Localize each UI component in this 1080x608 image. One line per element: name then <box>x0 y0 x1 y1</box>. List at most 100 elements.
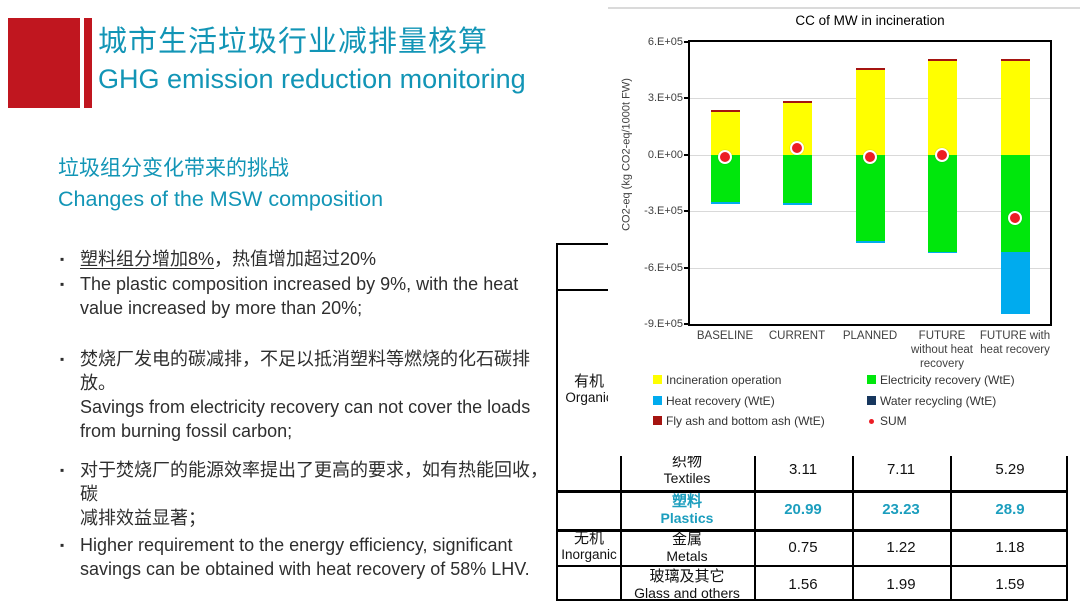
textiles-value-1: 3.11 <box>788 461 818 478</box>
y-tick-mark <box>684 41 690 43</box>
bar-segment <box>855 68 885 71</box>
section-subtitle: 垃圾组分变化带来的挑战 Changes of the MSW compositi… <box>58 153 383 214</box>
section-subtitle-zh: 垃圾组分变化带来的挑战 <box>58 157 289 180</box>
gridline <box>690 267 1050 269</box>
plastics-value-2: 23.23 <box>882 501 920 518</box>
bar-segment <box>927 58 957 61</box>
bullet-text: 焚烧厂发电的碳减排，不足以抵消塑料等燃烧的化石碳排放。 Savings from… <box>80 349 531 441</box>
y-tick-mark <box>684 266 690 269</box>
y-tick-mark <box>684 153 690 156</box>
x-axis-label: BASELINE <box>696 330 754 342</box>
bar-segment <box>710 201 740 204</box>
row-glass-label: 玻璃及其它 Glass and others <box>620 565 754 603</box>
sum-point <box>935 147 949 162</box>
textiles-en: Textiles <box>663 470 711 486</box>
bullet-marker: ▪ <box>60 538 65 552</box>
bullet-plastic-zh: ▪ 塑料组分增加8%，热值增加超过20% <box>58 247 563 271</box>
page-title-zh: 城市生活垃圾行业减排量核算 <box>98 26 489 58</box>
row-textiles-label: 织物 Textiles <box>620 449 754 490</box>
textiles-value-3: 5.29 <box>995 461 1025 478</box>
legend-color-swatch <box>867 396 876 405</box>
metals-en: Metals <box>666 547 708 564</box>
metals-value-2: 1.22 <box>886 538 916 556</box>
bullet-text: The plastic composition increased by 9%,… <box>80 274 519 318</box>
bar-segment <box>1000 251 1030 314</box>
y-tick-label: -6.E+05 <box>644 261 683 274</box>
glass-zh: 玻璃及其它 <box>649 567 725 585</box>
legend-label: Fly ash and bottom ash (WtE) <box>666 414 825 428</box>
textiles-value-2: 7.11 <box>886 461 916 478</box>
sum-point <box>863 149 877 164</box>
x-axis-label: CURRENT <box>768 330 826 342</box>
bullet-list: ▪ 塑料组分增加8%，热值增加超过20% ▪ The plastic composi… <box>58 247 563 581</box>
y-tick-label: 6.E+05 <box>647 36 683 48</box>
legend-item: Incineration operation <box>653 373 781 387</box>
group-cell-organic: 有机 Organic <box>558 289 620 490</box>
textiles-zh: 织物 <box>671 453 702 470</box>
bullet-marker: ▪ <box>60 252 65 266</box>
row-metals-label: 金属 Metals <box>620 529 754 565</box>
legend-color-swatch <box>867 375 876 384</box>
plastics-value-3: 28.9 <box>995 501 1025 518</box>
bullet-rest-text: ，热值增加超过20% <box>214 249 377 269</box>
legend-item: Fly ash and bottom ash (WtE) <box>653 414 825 428</box>
legend-item: Electricity recovery (WtE) <box>867 373 1015 387</box>
glass-value-1: 1.56 <box>788 575 818 593</box>
legend-item: Heat recovery (WtE) <box>653 394 775 408</box>
y-tick-label: 0.E+00 <box>647 148 683 161</box>
table-row-divider <box>558 490 1066 493</box>
metals-zh: 金属 <box>671 530 702 548</box>
legend-label: Heat recovery (WtE) <box>666 394 775 408</box>
bullet-marker: ▪ <box>60 352 65 366</box>
row-plastics-label: 塑料 Plastics <box>620 490 754 529</box>
bullet-plastic-en: ▪ The plastic composition increased by 9%… <box>58 272 563 320</box>
legend-item: Water recycling (WtE) <box>867 394 996 408</box>
legend-label: Incineration operation <box>666 373 782 387</box>
legend-label: Water recycling (WtE) <box>880 394 997 408</box>
bullet-marker: ▪ <box>60 463 65 477</box>
group-inorganic-en: Inorganic <box>561 547 617 562</box>
y-tick-mark <box>684 97 690 100</box>
chart-plot-area <box>690 42 1050 324</box>
group-inorganic-zh: 无机 <box>573 530 604 547</box>
legend-color-swatch <box>653 396 662 405</box>
metals-value-3: 1.18 <box>995 538 1025 556</box>
legend-color-swatch <box>653 375 662 384</box>
bar-segment <box>710 109 740 112</box>
table-row-divider <box>558 565 1066 567</box>
bar-segment <box>927 154 957 252</box>
group-cell-inorganic: 无机 Inorganic <box>558 490 620 603</box>
sum-point <box>718 149 732 164</box>
legend-color-swatch <box>653 416 662 425</box>
y-tick-label: -9.E+05 <box>644 318 683 330</box>
legend-item: SUM <box>867 414 907 428</box>
bullet-text: Higher requirement to the energy efficie… <box>80 535 530 579</box>
bar-segment <box>1000 154 1030 252</box>
x-axis-label: PLANNED <box>842 330 898 342</box>
bullet-electricity: ▪ 焚烧厂发电的碳减排，不足以抵消塑料等燃烧的化石碳排放。 Savings fro… <box>58 347 563 443</box>
sum-point <box>790 141 804 156</box>
bullet-text: 对于焚烧厂的能源效率提出了更高的要求，如有热能回收，碳 减排效益显著； <box>80 460 548 528</box>
y-tick-label: 3.E+05 <box>647 92 683 105</box>
y-tick-label: -3.E+05 <box>644 205 683 218</box>
bullet-marker: ▪ <box>60 277 65 291</box>
bar-segment <box>927 60 957 155</box>
red-accent-bar <box>84 18 92 108</box>
glass-en: Glass and others <box>634 584 740 601</box>
bar-segment <box>855 154 885 242</box>
metals-value-1: 0.75 <box>788 538 818 556</box>
legend-dot-swatch <box>869 419 874 424</box>
bar-segment <box>855 70 885 155</box>
bullet-efficiency-zh: ▪ 对于焚烧厂的能源效率提出了更高的要求，如有热能回收，碳 减排效益显著； <box>58 458 563 530</box>
bar-segment <box>782 154 812 203</box>
bar-segment <box>927 251 957 254</box>
bullet-efficiency-en: ▪ Higher requirement to the energy effici… <box>58 533 563 581</box>
glass-value-2: 1.99 <box>886 575 916 593</box>
group-organic-zh: 有机 <box>573 373 604 390</box>
group-organic-en: Organic <box>565 390 613 405</box>
y-tick-mark <box>684 210 690 213</box>
plastics-en: Plastics <box>660 510 714 526</box>
y-tick-mark <box>684 323 690 325</box>
section-subtitle-en: Changes of the MSW composition <box>58 187 384 211</box>
